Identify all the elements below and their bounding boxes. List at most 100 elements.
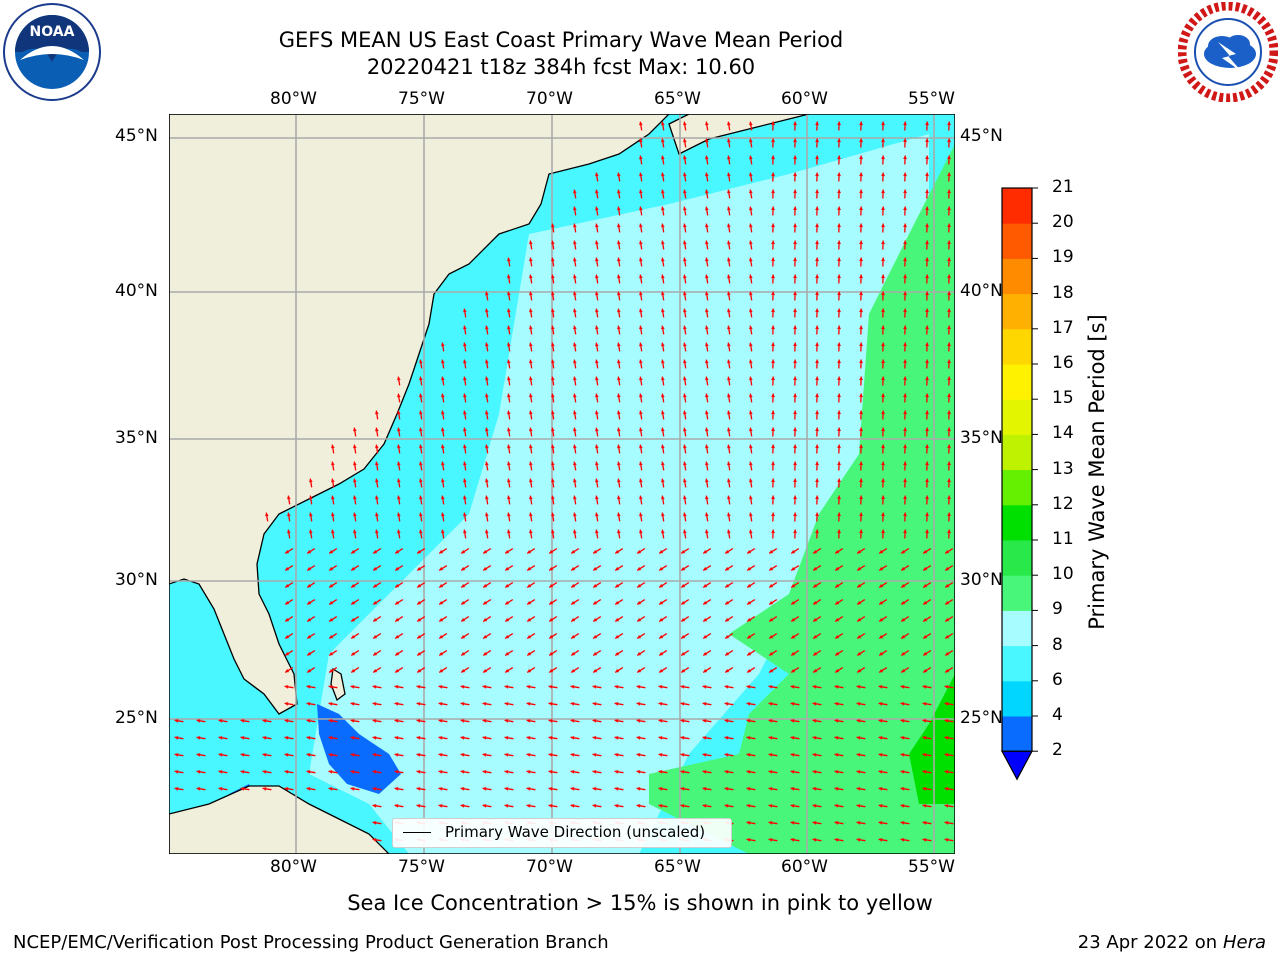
wave-arrow-head — [925, 444, 929, 449]
wave-arrow-head — [903, 121, 907, 126]
map-title: GEFS MEAN US East Coast Primary Wave Mea… — [278, 28, 844, 52]
wave-arrow-head — [329, 600, 334, 605]
wave-arrow-head — [397, 461, 401, 466]
wave-arrow-head — [856, 787, 861, 791]
wave-arrow-head — [573, 478, 577, 483]
wave-arrow-head — [526, 753, 531, 757]
wave-arrow-head — [551, 308, 555, 313]
wave-arrow-head — [463, 478, 467, 483]
wave-arrow-head — [573, 274, 577, 279]
wave-arrow-head — [680, 685, 685, 689]
wave-arrow-head — [681, 634, 686, 639]
wave-arrow-head — [925, 512, 929, 517]
wave-arrow-head — [705, 495, 709, 500]
wave-arrow-head — [683, 512, 687, 517]
wave-arrow-head — [419, 512, 423, 517]
wave-arrow-head — [680, 753, 685, 757]
wave-arrow-head — [681, 651, 686, 656]
wave-arrow-head — [306, 787, 311, 791]
wave-arrow-head — [507, 512, 511, 517]
wave-arrow-head — [529, 478, 533, 483]
wave-arrow-head — [353, 461, 357, 466]
wave-arrow-head — [683, 325, 687, 330]
wave-arrow-head — [793, 529, 797, 534]
wave-arrow-head — [856, 770, 861, 774]
wave-arrow-head — [903, 393, 907, 398]
wave-arrow-head — [791, 583, 796, 588]
wave-arrow-head — [793, 410, 797, 415]
wave-arrow-head — [859, 393, 863, 398]
wave-arrow-head — [218, 736, 223, 740]
wave-arrow-head — [548, 787, 553, 791]
wave-arrow-head — [881, 206, 885, 211]
wave-arrow-head — [815, 308, 819, 313]
wave-arrow-head — [395, 634, 400, 639]
wave-arrow-head — [705, 206, 709, 211]
wave-arrow-head — [901, 617, 906, 622]
wave-arrow-head — [617, 291, 621, 296]
wave-arrow-head — [771, 291, 775, 296]
wave-arrow-head — [680, 719, 685, 723]
wave-arrow-head — [947, 376, 951, 381]
wave-arrow-head — [375, 427, 379, 432]
period-9-10-zone — [649, 134, 955, 854]
wave-arrow-head — [463, 325, 467, 330]
wave-arrow-head — [705, 172, 709, 177]
wave-arrow-head — [617, 359, 621, 364]
wave-arrow-head — [859, 444, 863, 449]
wave-arrow-head — [636, 753, 641, 757]
wave-arrow-head — [372, 838, 377, 842]
wave-arrow-head — [595, 359, 599, 364]
wave-arrow-head — [548, 685, 553, 689]
wave-arrow-head — [527, 549, 532, 554]
wave-arrow-head — [856, 685, 861, 689]
wave-arrow-head — [439, 583, 444, 588]
wave-arrow-head — [925, 223, 929, 228]
colorbar-segment — [1002, 504, 1032, 541]
wave-arrow-head — [815, 223, 819, 228]
wave-arrow-head — [593, 617, 598, 622]
wave-arrow-head — [351, 668, 356, 673]
wave-arrow-head — [727, 257, 731, 262]
wave-arrow-head — [815, 410, 819, 415]
wave-arrow-head — [551, 427, 555, 432]
wave-arrow-head — [727, 461, 731, 466]
wave-arrow-head — [331, 512, 335, 517]
wave-arrow-head — [504, 736, 509, 740]
wave-arrow-head — [903, 274, 907, 279]
wave-arrow-head — [881, 223, 885, 228]
wave-arrow-head — [837, 206, 841, 211]
legend-label: Primary Wave Direction (unscaled) — [445, 823, 706, 841]
wave-arrow-head — [573, 393, 577, 398]
wave-arrow-head — [614, 736, 619, 740]
wave-arrow-head — [485, 410, 489, 415]
wave-arrow-head — [394, 804, 399, 808]
wave-arrow-head — [857, 668, 862, 673]
colorbar-tick-label: 11 — [1052, 529, 1074, 549]
wave-arrow-head — [703, 634, 708, 639]
wave-arrow-head — [639, 206, 643, 211]
wave-arrow-head — [350, 753, 355, 757]
wave-arrow-head — [529, 325, 533, 330]
wave-arrow-head — [771, 138, 775, 143]
wave-arrow-head — [573, 529, 577, 534]
wave-arrow-head — [218, 770, 223, 774]
wave-arrow-head — [900, 736, 905, 740]
wave-arrow-head — [947, 308, 951, 313]
wave-arrow-head — [637, 651, 642, 656]
wave-arrow-head — [636, 787, 641, 791]
wave-arrow-head — [507, 325, 511, 330]
wave-arrow-head — [463, 342, 467, 347]
wave-arrow-head — [617, 495, 621, 500]
wave-arrow-head — [813, 566, 818, 571]
wave-arrow-head — [636, 804, 641, 808]
wave-arrow-head — [749, 121, 753, 126]
wave-arrow-head — [529, 529, 533, 534]
wave-arrow-head — [306, 719, 311, 723]
wave-arrow-head — [416, 787, 421, 791]
wave-arrow-head — [923, 583, 928, 588]
wave-arrow-head — [485, 291, 489, 296]
wave-arrow-head — [947, 444, 951, 449]
wave-arrow-head — [571, 617, 576, 622]
wave-arrow-head — [659, 617, 664, 622]
